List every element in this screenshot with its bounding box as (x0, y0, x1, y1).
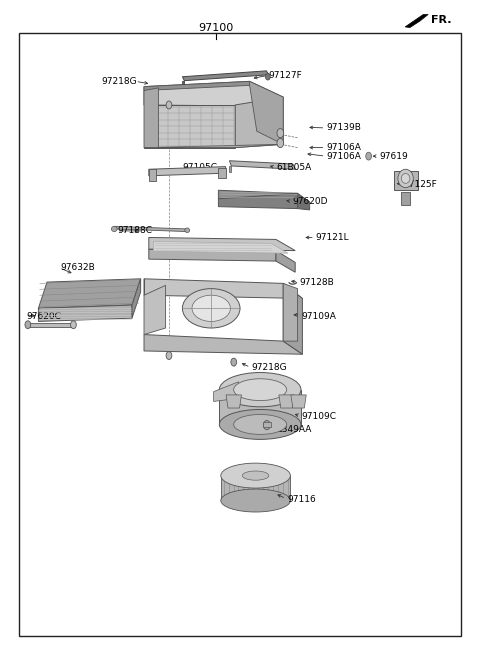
Text: 97100: 97100 (198, 22, 234, 33)
Polygon shape (283, 283, 298, 341)
Polygon shape (276, 251, 295, 272)
Text: 97106A: 97106A (326, 143, 361, 152)
Polygon shape (144, 105, 235, 148)
Circle shape (166, 101, 172, 109)
Polygon shape (221, 476, 290, 501)
Polygon shape (132, 279, 141, 318)
Polygon shape (263, 422, 271, 427)
Text: 97620D: 97620D (293, 197, 328, 206)
Polygon shape (230, 501, 242, 507)
Ellipse shape (221, 463, 290, 488)
Text: FR.: FR. (431, 14, 452, 25)
Polygon shape (149, 249, 276, 261)
Polygon shape (401, 192, 410, 205)
Polygon shape (219, 390, 301, 424)
Ellipse shape (219, 373, 301, 407)
Polygon shape (144, 81, 283, 106)
Text: 97116: 97116 (287, 495, 316, 504)
Ellipse shape (219, 409, 301, 440)
Text: 97218G: 97218G (101, 77, 137, 86)
Polygon shape (250, 501, 261, 507)
Ellipse shape (398, 169, 413, 188)
Polygon shape (235, 97, 283, 148)
Polygon shape (182, 71, 269, 81)
Polygon shape (269, 501, 280, 507)
Polygon shape (38, 279, 141, 308)
Text: 97620C: 97620C (26, 312, 61, 321)
Text: 61B05A: 61B05A (276, 163, 311, 172)
Circle shape (264, 420, 270, 430)
Ellipse shape (234, 415, 287, 434)
Polygon shape (283, 283, 302, 354)
Polygon shape (144, 335, 302, 354)
Polygon shape (144, 144, 283, 148)
Circle shape (366, 152, 372, 160)
Circle shape (277, 138, 284, 148)
Polygon shape (144, 285, 166, 335)
Polygon shape (218, 194, 298, 209)
Text: 97121L: 97121L (316, 233, 349, 242)
Ellipse shape (234, 379, 287, 401)
Text: 97109A: 97109A (301, 312, 336, 321)
Circle shape (166, 352, 172, 359)
Ellipse shape (242, 471, 269, 480)
Ellipse shape (71, 321, 76, 329)
Polygon shape (298, 194, 310, 210)
Ellipse shape (25, 321, 31, 329)
Text: 97127F: 97127F (269, 71, 302, 80)
Circle shape (231, 358, 237, 366)
Ellipse shape (401, 173, 410, 184)
Polygon shape (250, 81, 283, 144)
Polygon shape (144, 81, 252, 91)
Polygon shape (38, 305, 132, 321)
Polygon shape (149, 169, 156, 181)
Polygon shape (144, 279, 302, 298)
Polygon shape (114, 226, 187, 232)
Polygon shape (218, 168, 226, 178)
Ellipse shape (182, 289, 240, 328)
Polygon shape (28, 323, 73, 327)
Text: 97139B: 97139B (326, 123, 361, 133)
Text: 97105C: 97105C (182, 163, 217, 172)
Polygon shape (291, 395, 306, 408)
Ellipse shape (185, 228, 190, 232)
Polygon shape (218, 190, 310, 202)
Text: 97218G: 97218G (252, 363, 287, 372)
Ellipse shape (192, 295, 230, 321)
Ellipse shape (265, 73, 270, 80)
Polygon shape (405, 14, 428, 28)
Polygon shape (182, 81, 184, 84)
Polygon shape (394, 171, 418, 190)
Polygon shape (144, 88, 158, 148)
Ellipse shape (221, 489, 290, 512)
Polygon shape (149, 237, 295, 251)
Text: 97106A: 97106A (326, 152, 361, 161)
Polygon shape (226, 395, 241, 408)
Polygon shape (149, 167, 226, 176)
Polygon shape (214, 382, 239, 401)
Text: 97619: 97619 (379, 152, 408, 161)
Polygon shape (229, 166, 231, 172)
Text: 97128B: 97128B (300, 277, 334, 287)
Text: 97125F: 97125F (403, 180, 437, 190)
Text: 1349AA: 1349AA (277, 425, 313, 434)
Text: 97188C: 97188C (118, 226, 153, 236)
Text: 97109C: 97109C (301, 412, 336, 421)
Polygon shape (229, 161, 295, 169)
Circle shape (277, 129, 284, 138)
Text: 97632B: 97632B (60, 263, 95, 272)
Polygon shape (154, 241, 288, 253)
Ellipse shape (111, 226, 117, 232)
Polygon shape (279, 395, 294, 408)
